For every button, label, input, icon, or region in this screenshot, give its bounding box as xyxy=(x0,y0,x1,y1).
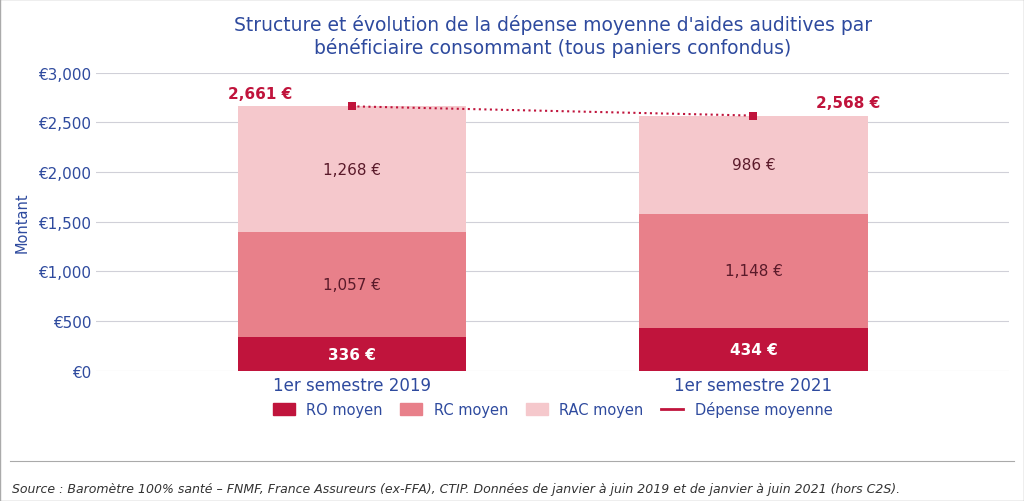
Text: 1,268 €: 1,268 € xyxy=(323,162,381,177)
Bar xyxy=(639,116,867,214)
Text: 336 €: 336 € xyxy=(328,347,376,362)
Text: 1,148 €: 1,148 € xyxy=(725,264,782,279)
Text: 2,568 €: 2,568 € xyxy=(815,96,880,111)
Legend: RO moyen, RC moyen, RAC moyen, Dépense moyenne: RO moyen, RC moyen, RAC moyen, Dépense m… xyxy=(267,396,839,423)
Bar xyxy=(639,328,867,371)
Bar xyxy=(238,233,466,338)
Text: 1,057 €: 1,057 € xyxy=(323,278,381,293)
Text: 2,661 €: 2,661 € xyxy=(228,87,293,102)
Bar xyxy=(639,214,867,328)
Bar xyxy=(238,107,466,233)
Text: 434 €: 434 € xyxy=(729,342,777,357)
Text: 986 €: 986 € xyxy=(731,158,775,173)
Title: Structure et évolution de la dépense moyenne d'aides auditives par
bénéficiaire : Structure et évolution de la dépense moy… xyxy=(233,15,871,58)
Y-axis label: Montant: Montant xyxy=(15,192,30,253)
Text: Source : Baromètre 100% santé – FNMF, France Assureurs (ex-FFA), CTIP. Données d: Source : Baromètre 100% santé – FNMF, Fr… xyxy=(12,482,900,495)
Bar xyxy=(238,338,466,371)
